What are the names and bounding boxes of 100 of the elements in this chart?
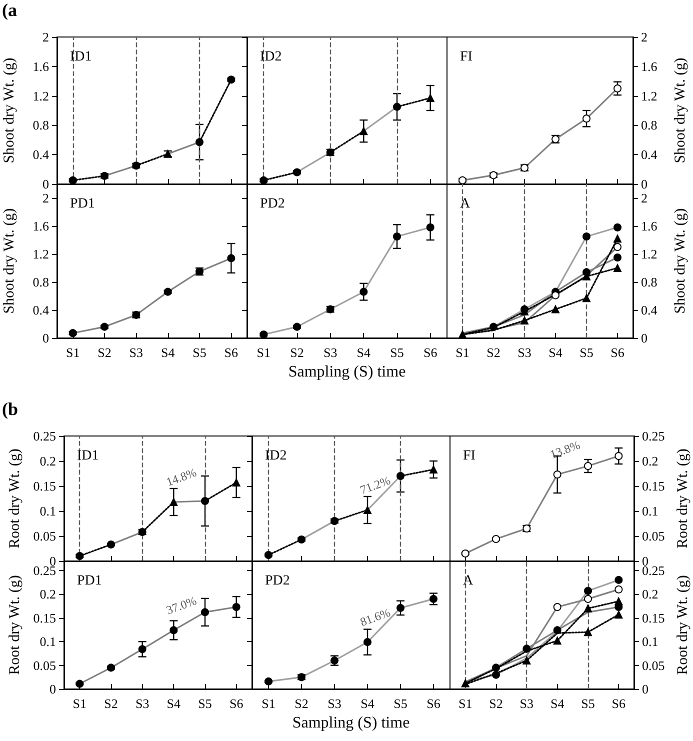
x-tick-label: S6 [426,696,441,711]
x-tick-label: S6 [224,345,239,360]
y-tick-label: 0.2 [642,586,658,602]
y-tick-label: 0.4 [32,302,50,318]
x-tick-label: S6 [610,345,625,360]
y-tick-label: 0 [42,330,49,346]
x-tick-label: S4 [166,696,182,711]
x-tick-label: S6 [229,696,244,711]
y-tick-label: 0.05 [33,528,56,544]
text: A [460,196,471,212]
y-tick-label: 0 [42,176,49,192]
y-tick-label: 0.15 [642,478,665,494]
text: PD2 [260,196,285,212]
y-tick-label: 0.25 [642,428,665,444]
y-tick-label: 1.2 [641,88,658,104]
annotation: 14.8% [164,465,198,490]
y-tick-label: 1.6 [641,218,658,234]
y-tick-label: 0.05 [642,658,665,673]
x-tick-label: S6 [612,696,626,711]
x-tick-label: S3 [520,696,534,711]
y-tick-label: 1.6 [32,218,50,234]
y-tick-label: 0.4 [32,147,50,162]
y-tick-label: 0.15 [642,610,665,626]
y-tick-label: 0.8 [32,274,49,290]
x-tick-label: S2 [104,696,118,711]
y-tick-label: 0.1 [40,504,56,518]
x-tick-label: S1 [66,345,80,360]
text: (b [2,399,18,419]
y-axis-title: Shoot dry Wt. (g) [672,208,688,314]
x-tick-label: S1 [256,345,271,360]
y-tick-label: 0.05 [33,658,56,673]
y-tick-label: 1.2 [32,88,49,104]
text: PD1 [77,574,102,588]
x-tick-label: S3 [129,345,144,360]
y-tick-label: 0.15 [33,478,56,494]
annotation: 13.8% [548,438,582,462]
y-axis-title: Shoot dry Wt. (g) [2,208,18,314]
x-tick-label: S1 [72,696,87,711]
text: PD2 [265,574,290,588]
y-tick-label: 0.1 [642,504,658,518]
annotation: 81.6% [358,605,392,630]
x-tick-label: S6 [423,345,438,360]
y-tick-label: 0.25 [33,428,56,444]
x-tick-label: S2 [98,345,112,360]
y-tick-label: 1.2 [32,246,49,262]
text: A [463,574,474,588]
y-tick-label: 0.05 [642,528,665,544]
x-tick-label: S4 [160,345,176,360]
text: ID2 [260,50,282,64]
y-tick-label: 2 [42,30,49,44]
y-tick-label: 0.8 [641,118,658,133]
x-tick-label: S1 [262,696,276,711]
y-tick-label: 2 [641,30,648,44]
x-tick-label: S5 [192,345,206,360]
y-tick-label: 0.4 [641,147,658,162]
y-axis-title: Root dry Wt. (g) [675,575,692,675]
y-tick-label: 1.2 [641,246,658,262]
text: ID1 [77,448,99,464]
y-tick-label: 0.4 [641,302,658,318]
text: ID1 [70,50,92,64]
text: (a [2,0,17,20]
y-tick-label: 0.1 [642,634,658,650]
y-tick-label: 0 [641,176,648,192]
x-tick-label: S5 [198,696,212,711]
y-tick-label: 1.6 [32,58,50,74]
x-tick-label: S5 [580,345,594,360]
y-tick-label: 0.8 [32,118,49,133]
y-tick-label: 0 [641,330,648,346]
y-axis-title: Root dry Wt. (g) [6,575,23,675]
y-axis-title: Root dry Wt. (g) [6,448,23,548]
x-tick-label: S2 [486,345,500,360]
x-tick-label: S4 [360,696,375,711]
x-tick-label: S5 [581,696,595,711]
y-axis-title: Shoot dry Wt. (g) [672,58,688,164]
text: FI [460,50,473,64]
y-tick-label: 0.15 [33,610,56,626]
annotation: 37.0% [164,594,198,618]
y-axis-title: Shoot dry Wt. (g) [2,58,18,164]
text: PD1 [70,196,95,212]
y-tick-label: 0.2 [40,586,56,602]
x-tick-label: S4 [356,345,372,360]
x-tick-label: S1 [458,696,472,711]
x-tick-label: S5 [390,345,404,360]
text: FI [463,448,476,464]
y-tick-label: 0 [642,682,648,696]
x-tick-label: S4 [548,345,563,360]
x-tick-label: S5 [394,696,408,711]
x-axis-title: Sampling (S) time [292,714,410,732]
y-tick-label: 0.8 [641,274,658,290]
x-tick-label: S3 [323,345,338,360]
y-tick-label: 0.2 [642,454,658,468]
x-tick-label: S3 [328,696,342,711]
y-tick-label: 0.1 [40,634,56,650]
y-tick-label: 0 [50,682,56,696]
y-tick-label: 0.2 [40,454,56,468]
x-tick-label: S1 [456,345,470,360]
x-tick-label: S4 [550,696,565,711]
y-tick-label: 1.6 [641,58,658,74]
y-axis-title: Root dry Wt. (g) [675,448,692,548]
x-tick-label: S2 [290,345,304,360]
